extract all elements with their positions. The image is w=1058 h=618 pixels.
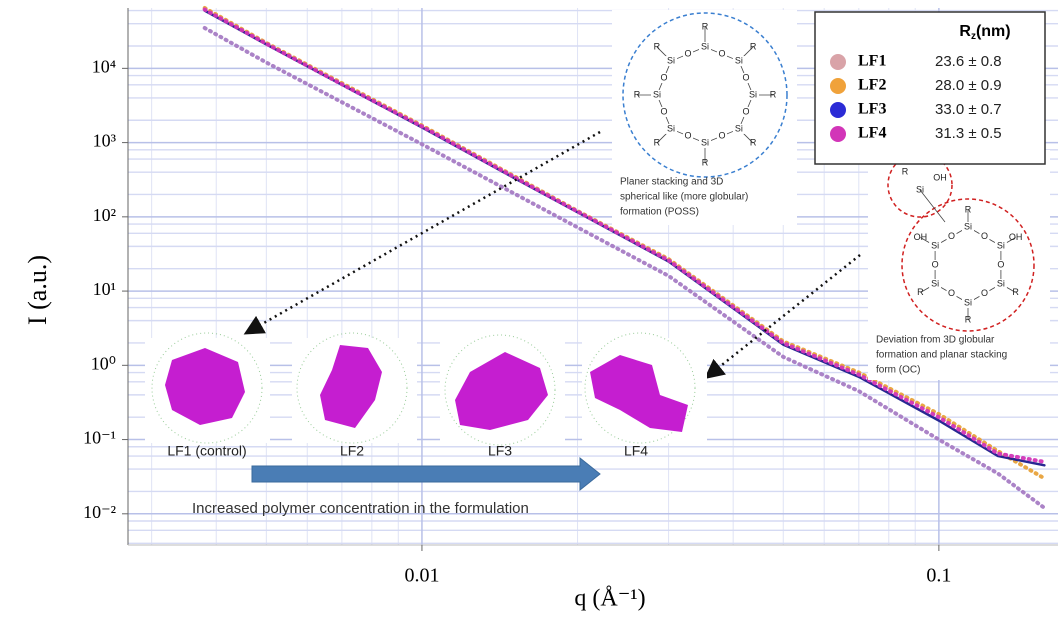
legend-title-symbol: R [959, 23, 971, 40]
y-tick-label: 10⁻¹ [83, 428, 116, 448]
atom: Si [701, 41, 709, 51]
oc-caption: form (OC) [876, 365, 920, 376]
atom: R [702, 21, 709, 31]
atom: OH [1009, 232, 1023, 242]
atom: Si [997, 278, 1005, 288]
atom: O [932, 259, 939, 269]
atom: O [981, 231, 988, 241]
atom: Si [667, 55, 675, 65]
atom: O [661, 106, 668, 116]
legend-rz: 31.3 ± 0.5 [935, 125, 1002, 142]
atom: R [965, 314, 972, 324]
legend-label: LF3 [858, 101, 886, 118]
atom: OH [933, 172, 947, 182]
atom: O [661, 72, 668, 82]
legend-swatch [830, 54, 846, 70]
oc-caption: formation and planar stacking [876, 350, 1007, 361]
atom: O [948, 288, 955, 298]
y-tick-label: 10⁻² [83, 502, 116, 522]
particle-label: LF1 (control) [167, 443, 246, 459]
oc-caption: Deviation from 3D globular [876, 335, 995, 346]
atom: O [981, 288, 988, 298]
atom: R [750, 137, 757, 147]
poss-caption: Planer stacking and 3D [620, 177, 723, 188]
legend-swatch [830, 102, 846, 118]
atom: R [634, 89, 641, 99]
particle [292, 333, 417, 443]
legend-title-unit: (nm) [976, 23, 1011, 40]
atom: R [902, 166, 909, 176]
x-tick-label: 0.1 [926, 565, 951, 587]
particle-label: LF4 [624, 443, 648, 459]
legend-label: LF2 [858, 77, 886, 94]
atom: O [685, 130, 692, 140]
legend-title: Rz(nm) [959, 23, 1010, 41]
atom: Si [667, 123, 675, 133]
atom: Si [916, 184, 924, 194]
atom: Si [964, 221, 972, 231]
atom: O [742, 106, 749, 116]
atom: R [654, 137, 661, 147]
legend-rz: 28.0 ± 0.9 [935, 77, 1002, 94]
atom: R [917, 287, 924, 297]
x-axis-label: q (Å⁻¹) [574, 586, 645, 612]
poss-caption: formation (POSS) [620, 207, 699, 218]
legend-label: LF4 [858, 125, 886, 142]
y-tick-label: 10² [93, 205, 116, 225]
x-tick-label: 0.01 [404, 565, 439, 587]
y-axis-label: I (a.u.) [23, 255, 52, 325]
poss-caption: spherical like (more globular) [620, 192, 748, 203]
legend: Rz(nm) LF1 23.6 ± 0.8 LF2 28.0 ± 0.9 LF3 33.0… [815, 12, 1045, 164]
y-tick-label: 10¹ [93, 279, 116, 299]
legend-label: LF1 [858, 53, 886, 70]
atom: R [1012, 287, 1019, 297]
atom: O [742, 72, 749, 82]
y-tick-label: 10³ [93, 131, 117, 151]
atom: O [718, 48, 725, 58]
atom: Si [735, 123, 743, 133]
atom: OH [914, 232, 928, 242]
atom: O [948, 231, 955, 241]
atom: Si [749, 89, 757, 99]
particle-label: LF3 [488, 443, 512, 459]
atom: Si [701, 137, 709, 147]
legend-rz: 23.6 ± 0.8 [935, 53, 1002, 70]
atom: O [685, 48, 692, 58]
trend-text: Increased polymer concentration in the f… [192, 500, 529, 517]
atom: R [750, 41, 757, 51]
atom: Si [653, 89, 661, 99]
atom: Si [931, 278, 939, 288]
particle [145, 333, 270, 443]
chart: 0.010.110⁻²10⁻¹10⁰10¹10²10³10⁴ I (a.u.) … [0, 0, 1058, 618]
atom: R [654, 41, 661, 51]
atom: R [702, 157, 709, 167]
atom: O [718, 130, 725, 140]
legend-swatch [830, 126, 846, 142]
particle [582, 333, 707, 443]
atom: Si [931, 240, 939, 250]
atom: Si [964, 297, 972, 307]
atom: Si [997, 240, 1005, 250]
legend-swatch [830, 78, 846, 94]
atom: Si [735, 55, 743, 65]
atom: R [770, 89, 777, 99]
particle [440, 335, 565, 445]
y-tick-label: 10⁴ [92, 56, 116, 76]
legend-rz: 33.0 ± 0.7 [935, 101, 1002, 118]
particle-label: LF2 [340, 443, 364, 459]
atom: O [997, 259, 1004, 269]
y-tick-label: 10⁰ [91, 353, 116, 373]
atom: R [965, 204, 972, 214]
